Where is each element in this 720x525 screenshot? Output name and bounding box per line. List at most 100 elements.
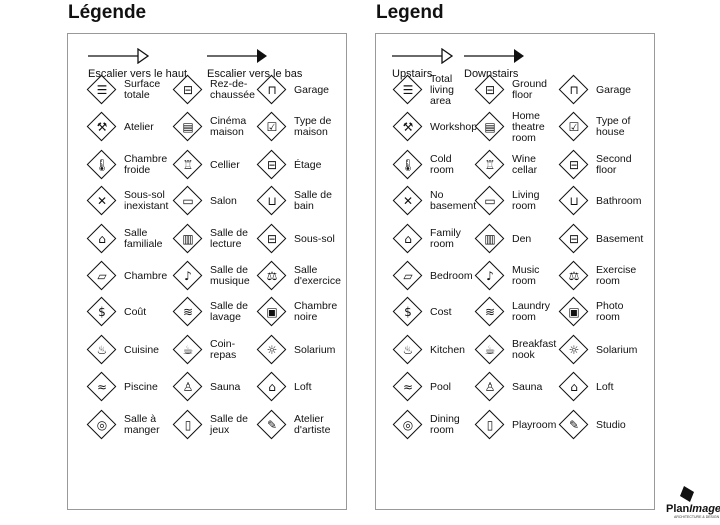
legend-item: ☑ Type of house bbox=[556, 110, 630, 144]
legend-item-label: Second floor bbox=[596, 153, 632, 176]
sun-icon: ☼ bbox=[254, 332, 290, 368]
legend-item: ▱ Chambre bbox=[84, 259, 167, 293]
legend-item-label: Solarium bbox=[294, 343, 336, 356]
coffee-cup-icon: ☕ bbox=[170, 332, 206, 368]
legend-item: ▣ Photo room bbox=[556, 295, 623, 329]
stairs-down-arrow-icon bbox=[464, 49, 524, 63]
palette-icon: ✎ bbox=[254, 407, 290, 443]
legend-item: ⊟ Second floor bbox=[556, 148, 632, 182]
legend-item-label: Chambre froide bbox=[124, 153, 168, 176]
legend-item-label: Basement bbox=[596, 232, 644, 245]
title-french: Légende bbox=[68, 2, 147, 23]
legend-item: ☼ Solarium bbox=[254, 333, 335, 367]
house-type-icon: ☑ bbox=[556, 109, 592, 145]
legend-item-label: Laundry room bbox=[512, 300, 550, 323]
legend-item: ♙ Sauna bbox=[170, 370, 240, 404]
stairs-up-arrow-icon bbox=[392, 48, 454, 64]
legend-item: ▥ Den bbox=[472, 222, 531, 256]
legend-item-label: Rez-de- chaussée bbox=[210, 78, 255, 101]
legend-item-label: Sauna bbox=[210, 380, 241, 393]
legend-item-label: Salle de lavage bbox=[210, 300, 248, 323]
home-theatre-icon: ▤ bbox=[472, 109, 508, 145]
legend-item-label: Atelier d'artiste bbox=[294, 413, 331, 436]
legend-item: ≈ Piscine bbox=[84, 370, 158, 404]
no-basement-icon: ✕ bbox=[390, 183, 426, 219]
legend-item-label: Cellier bbox=[210, 158, 240, 171]
pool-icon: ≈ bbox=[84, 369, 120, 405]
stairs-down-label: Downstairs bbox=[464, 68, 519, 80]
legend-item: ▭ Salon bbox=[170, 184, 237, 218]
stairs-up-label: Escalier vers le haut bbox=[88, 68, 188, 80]
legend-panel-english: Upstairs Downstairs ☰ Total living area ⊟ G… bbox=[375, 33, 655, 510]
legend-item-label: Kitchen bbox=[430, 343, 466, 356]
legend-item-label: Wine cellar bbox=[512, 153, 538, 176]
legend-item-label: Coin- repas bbox=[210, 338, 237, 361]
legend-item: ⚖ Exercise room bbox=[556, 259, 636, 293]
no-basement-icon: ✕ bbox=[84, 183, 120, 219]
legend-item-label: Salle de lecture bbox=[210, 227, 248, 250]
legend-item-label: Cinéma maison bbox=[210, 115, 247, 138]
legend-item: ◎ Salle à manger bbox=[84, 408, 160, 442]
legend-item: ◎ Dining room bbox=[390, 408, 460, 442]
legend-item-label: Exercise room bbox=[596, 264, 637, 287]
basement-icon: ⊟ bbox=[556, 221, 592, 257]
legend-item-label: Chambre noire bbox=[294, 300, 338, 323]
legend-item-label: Loft bbox=[596, 380, 614, 393]
music-note-icon: ♪ bbox=[472, 258, 508, 294]
legend-item-label: Den bbox=[512, 232, 532, 245]
sink-icon: ⊔ bbox=[254, 183, 290, 219]
legend-item: ♨ Cuisine bbox=[84, 333, 159, 367]
legend-item: ⊔ Bathroom bbox=[556, 184, 642, 218]
legend-item-label: Salle d'exercice bbox=[294, 264, 341, 287]
game-icon: ▯ bbox=[472, 407, 508, 443]
camera-icon: ▣ bbox=[556, 294, 592, 330]
legend-item: ▥ Salle de lecture bbox=[170, 222, 248, 256]
legend-item-label: Étage bbox=[294, 158, 322, 171]
legend-item-label: Loft bbox=[294, 380, 312, 393]
sauna-icon: ♙ bbox=[170, 369, 206, 405]
legend-item-label: Atelier bbox=[124, 120, 154, 133]
legend-item: ≈ Pool bbox=[390, 370, 451, 404]
legend-panel-french: Escalier vers le haut Escalier vers le b… bbox=[67, 33, 347, 510]
legend-item-label: Living room bbox=[512, 189, 540, 212]
legend-item-label: Cold room bbox=[430, 153, 454, 176]
legend-item-label: Garage bbox=[294, 83, 330, 96]
ground-floor-icon: ⊟ bbox=[472, 72, 508, 108]
legend-item: ⊟ Étage bbox=[254, 148, 321, 182]
dumbbell-icon: ⚖ bbox=[556, 258, 592, 294]
legend-item-label: Salle de bain bbox=[294, 189, 332, 212]
legend-item: ✕ No basement bbox=[390, 184, 476, 218]
legend-item: ⌂ Salle familiale bbox=[84, 222, 163, 256]
sofa-icon: ▭ bbox=[170, 183, 206, 219]
plate-icon: ◎ bbox=[84, 407, 120, 443]
legend-item-label: Garage bbox=[596, 83, 632, 96]
legend-item-label: Type of house bbox=[596, 115, 631, 138]
legend-item: ☕ Breakfast nook bbox=[472, 333, 556, 367]
legend-item: 🌡 Cold room bbox=[390, 148, 454, 182]
legend-item: ✎ Studio bbox=[556, 408, 626, 442]
legend-item: ⊟ Ground floor bbox=[472, 73, 547, 107]
legend-item: ✕ Sous-sol inexistant bbox=[84, 184, 168, 218]
legend-item-label: Cost bbox=[430, 305, 452, 318]
stairs-down-arrow-icon bbox=[207, 49, 267, 63]
legend-item: ⚖ Salle d'exercice bbox=[254, 259, 341, 293]
camera-icon: ▣ bbox=[254, 294, 290, 330]
legend-item: ⌂ Loft bbox=[254, 370, 312, 404]
legend-item: ♖ Wine cellar bbox=[472, 148, 537, 182]
total-area-icon: ☰ bbox=[84, 72, 120, 108]
legend-item: ▤ Home theatre room bbox=[472, 110, 545, 144]
planimage-logo: PlanImage ARCHITECTURE & DESIGN bbox=[660, 484, 720, 525]
legend-item-label: Breakfast nook bbox=[512, 338, 557, 361]
legend-item: ⚒ Workshop bbox=[390, 110, 477, 144]
legend-item: ▯ Salle de jeux bbox=[170, 408, 248, 442]
title-english: Legend bbox=[376, 2, 444, 23]
legend-item-label: Surface totale bbox=[124, 78, 161, 101]
loft-icon: ⌂ bbox=[254, 369, 290, 405]
laundry-icon: ≋ bbox=[170, 294, 206, 330]
bed-icon: ▱ bbox=[390, 258, 426, 294]
legend-item-label: Salle familiale bbox=[124, 227, 163, 250]
legend-item: ☰ Surface totale bbox=[84, 73, 160, 107]
legend-item-label: Sauna bbox=[512, 380, 543, 393]
legend-item-label: Photo room bbox=[596, 300, 624, 323]
legend-item-label: Pool bbox=[430, 380, 452, 393]
